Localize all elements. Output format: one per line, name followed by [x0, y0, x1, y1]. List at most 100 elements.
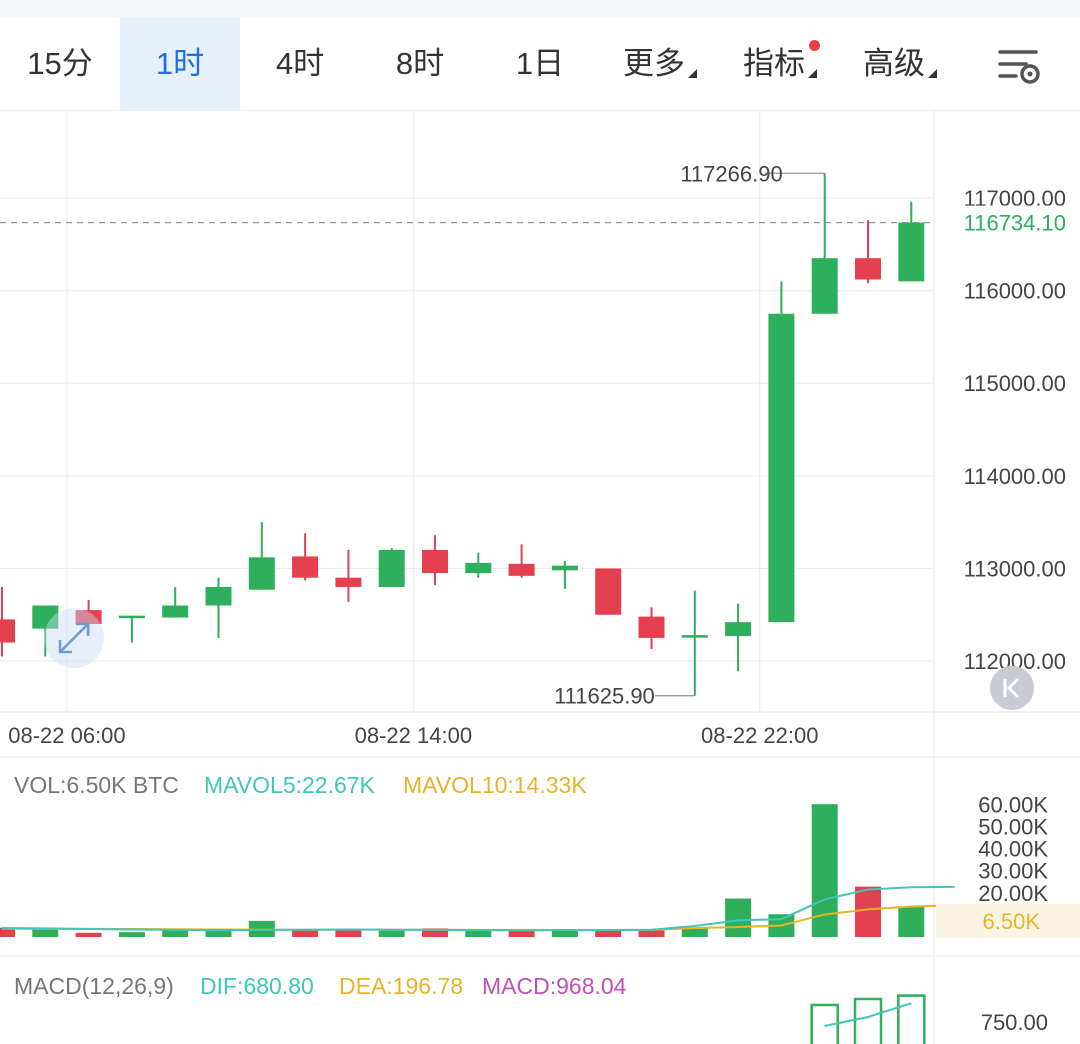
scroll-to-latest-icon [1003, 677, 1020, 699]
last-price-tag: 116734.10 [964, 211, 1066, 236]
time-x-tick-label: 08-22 22:00 [701, 723, 818, 748]
scroll-to-latest-button[interactable] [990, 666, 1034, 710]
macd-histogram-bar [810, 1003, 839, 1044]
candle-body [378, 549, 405, 587]
low-annotation-label: 111625.90 [554, 684, 655, 709]
volume-bar [681, 927, 708, 937]
volume-bar [638, 930, 665, 937]
tab-4[interactable]: 1日 [480, 18, 600, 110]
candle-body [638, 616, 665, 638]
tab-label: 8时 [395, 46, 445, 81]
macd-histogram-bar [897, 994, 926, 1044]
candle-body [465, 562, 492, 574]
candle-body [595, 568, 622, 615]
price-y-tick-label: 113000.00 [964, 556, 1066, 581]
volume-bar [508, 931, 535, 937]
volume-bar [551, 929, 578, 937]
expand-arrows-icon [58, 622, 90, 654]
tab-label: 1时 [155, 46, 205, 81]
time-x-tick-label: 08-22 14:00 [355, 723, 472, 748]
volume-y-tick-label: 50.00K [978, 815, 1048, 840]
timeframe-tab-bar: 15分 1时 4时 8时 1日 更多 指标 高级 [0, 18, 1080, 111]
candle-body [292, 556, 319, 578]
tab-0[interactable]: 15分 [0, 18, 120, 110]
mavol5-label: MAVOL5:22.67K [204, 772, 375, 798]
time-x-tick-label: 08-22 06:00 [8, 723, 125, 748]
candle-body [0, 619, 15, 643]
volume-bar [205, 928, 232, 937]
volume-bar [898, 906, 925, 937]
macd-value-label: MACD:968.04 [482, 973, 627, 999]
price-y-tick-label: 115000.00 [964, 371, 1066, 396]
candle-body [162, 605, 189, 618]
volume-bar [32, 928, 59, 937]
mavol5-line [1, 885, 955, 932]
volume-bar [595, 930, 622, 937]
volume-title: VOL:6.50K BTC [14, 772, 179, 798]
candle-body [898, 222, 925, 282]
candle-body [205, 586, 232, 606]
tab-label: 指标 [743, 46, 805, 81]
volume-current-tag-bg [936, 904, 1080, 938]
price-y-tick-label: 114000.00 [964, 464, 1066, 489]
dea-label: DEA:196.78 [339, 973, 464, 999]
tab-label: 4时 [275, 46, 325, 81]
macd-y-tick-label: 750.00 [981, 1010, 1048, 1035]
tab-7[interactable]: 高级 [840, 18, 960, 110]
tab-label: 1日 [515, 46, 565, 81]
volume-current-tag: 6.50K [983, 909, 1041, 934]
notification-dot-icon [809, 40, 820, 51]
dif-label: DIF:680.80 [200, 973, 314, 999]
tab-1[interactable]: 1时 [120, 18, 240, 110]
candle-body [551, 565, 578, 571]
candle-body [681, 635, 708, 638]
candle-body [75, 610, 102, 625]
top-status-strip [0, 0, 1080, 18]
candle-body [725, 622, 752, 637]
dropdown-caret-icon [928, 69, 937, 78]
tab-2[interactable]: 4时 [240, 18, 360, 110]
candle-body [768, 313, 795, 623]
tab-3[interactable]: 8时 [360, 18, 480, 110]
volume-bar [162, 929, 189, 937]
volume-bar [378, 930, 405, 937]
chart-settings-icon[interactable] [996, 46, 1044, 86]
mavol10-label: MAVOL10:14.33K [403, 772, 587, 798]
volume-y-tick-label: 20.00K [978, 881, 1048, 906]
volume-bar [0, 927, 15, 937]
candle-body [118, 615, 145, 619]
tab-label: 高级 [863, 46, 925, 81]
tab-label: 更多 [623, 46, 685, 81]
last-price-tag-bg [936, 205, 1080, 240]
price-y-tick-label: 116000.00 [964, 279, 1066, 304]
volume-y-tick-label: 40.00K [978, 837, 1048, 862]
dropdown-caret-icon [688, 69, 697, 78]
volume-bar [118, 932, 145, 937]
volume-y-tick-label: 30.00K [978, 859, 1048, 884]
candle-body [335, 577, 362, 587]
candle-body [32, 605, 59, 629]
volume-bar [335, 929, 362, 937]
volume-y-tick-label: 60.00K [978, 792, 1048, 817]
tab-5[interactable]: 更多 [600, 18, 720, 110]
dropdown-caret-icon [808, 69, 817, 78]
candle-body [811, 258, 838, 314]
tab-label: 15分 [27, 46, 93, 81]
candle-body [855, 258, 881, 280]
volume-bar [855, 886, 881, 937]
expand-chart-button[interactable] [44, 608, 104, 668]
macd-dif-line [824, 1002, 912, 1027]
candle-body [508, 563, 535, 576]
macd-histogram-bar [853, 997, 883, 1044]
macd-title: MACD(12,26,9) [14, 973, 174, 999]
volume-bar [75, 932, 102, 937]
volume-bar [292, 929, 319, 937]
volume-bar [465, 929, 492, 937]
tab-6[interactable]: 指标 [720, 18, 840, 110]
volume-bar [422, 928, 448, 937]
high-annotation-label: 117266.90 [680, 161, 782, 186]
candle-body [248, 557, 275, 590]
candle-body [422, 549, 448, 574]
volume-bar [725, 898, 752, 937]
